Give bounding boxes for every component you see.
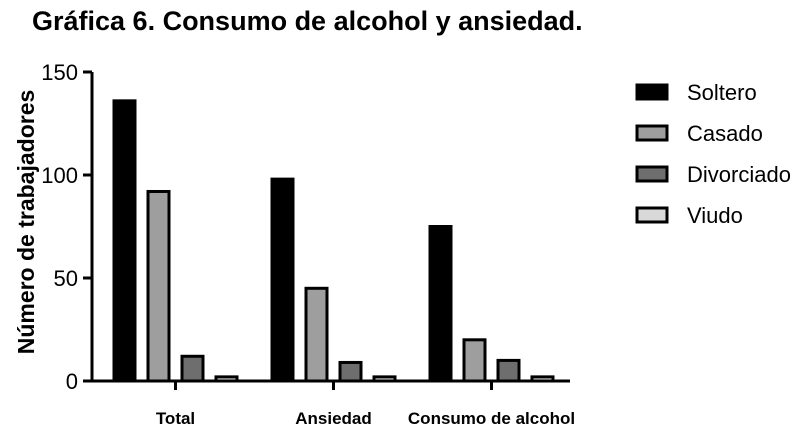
y-tick-label: 100	[41, 163, 78, 188]
bar	[304, 286, 329, 383]
legend-swatch	[635, 83, 669, 101]
x-tick-label: Total	[156, 409, 195, 428]
y-axis: 0 50 100 150	[41, 60, 94, 394]
legend: Soltero Casado Divorciado Viudo	[635, 80, 791, 228]
legend-swatch	[635, 165, 669, 183]
chart-title: Gráfica 6. Consumo de alcohol y ansiedad…	[32, 6, 583, 36]
bar	[112, 99, 137, 383]
legend-label: Casado	[687, 121, 763, 146]
y-tick-label: 50	[54, 266, 78, 291]
bar	[180, 354, 205, 383]
bar	[496, 358, 521, 383]
legend-swatch	[635, 124, 669, 142]
y-tick-label: 0	[66, 369, 78, 394]
x-tick-label: Ansiedad	[295, 409, 372, 428]
legend-label: Divorciado	[687, 162, 791, 187]
bar	[462, 338, 487, 383]
y-tick-label: 150	[41, 60, 78, 85]
y-axis-label: Número de trabajadores	[13, 90, 39, 355]
legend-label: Viudo	[687, 203, 743, 228]
bar	[428, 225, 453, 383]
legend-label: Soltero	[687, 80, 757, 105]
bar	[338, 360, 363, 383]
bar	[146, 189, 171, 383]
legend-swatch	[635, 206, 669, 224]
bar	[530, 375, 555, 383]
bar	[372, 375, 397, 383]
x-axis: Total Ansiedad Consumo de alcohol	[90, 379, 575, 428]
x-tick-label: Consumo de alcohol	[408, 409, 575, 428]
bar	[270, 177, 295, 383]
bar	[214, 375, 239, 383]
bars-group	[112, 99, 555, 383]
